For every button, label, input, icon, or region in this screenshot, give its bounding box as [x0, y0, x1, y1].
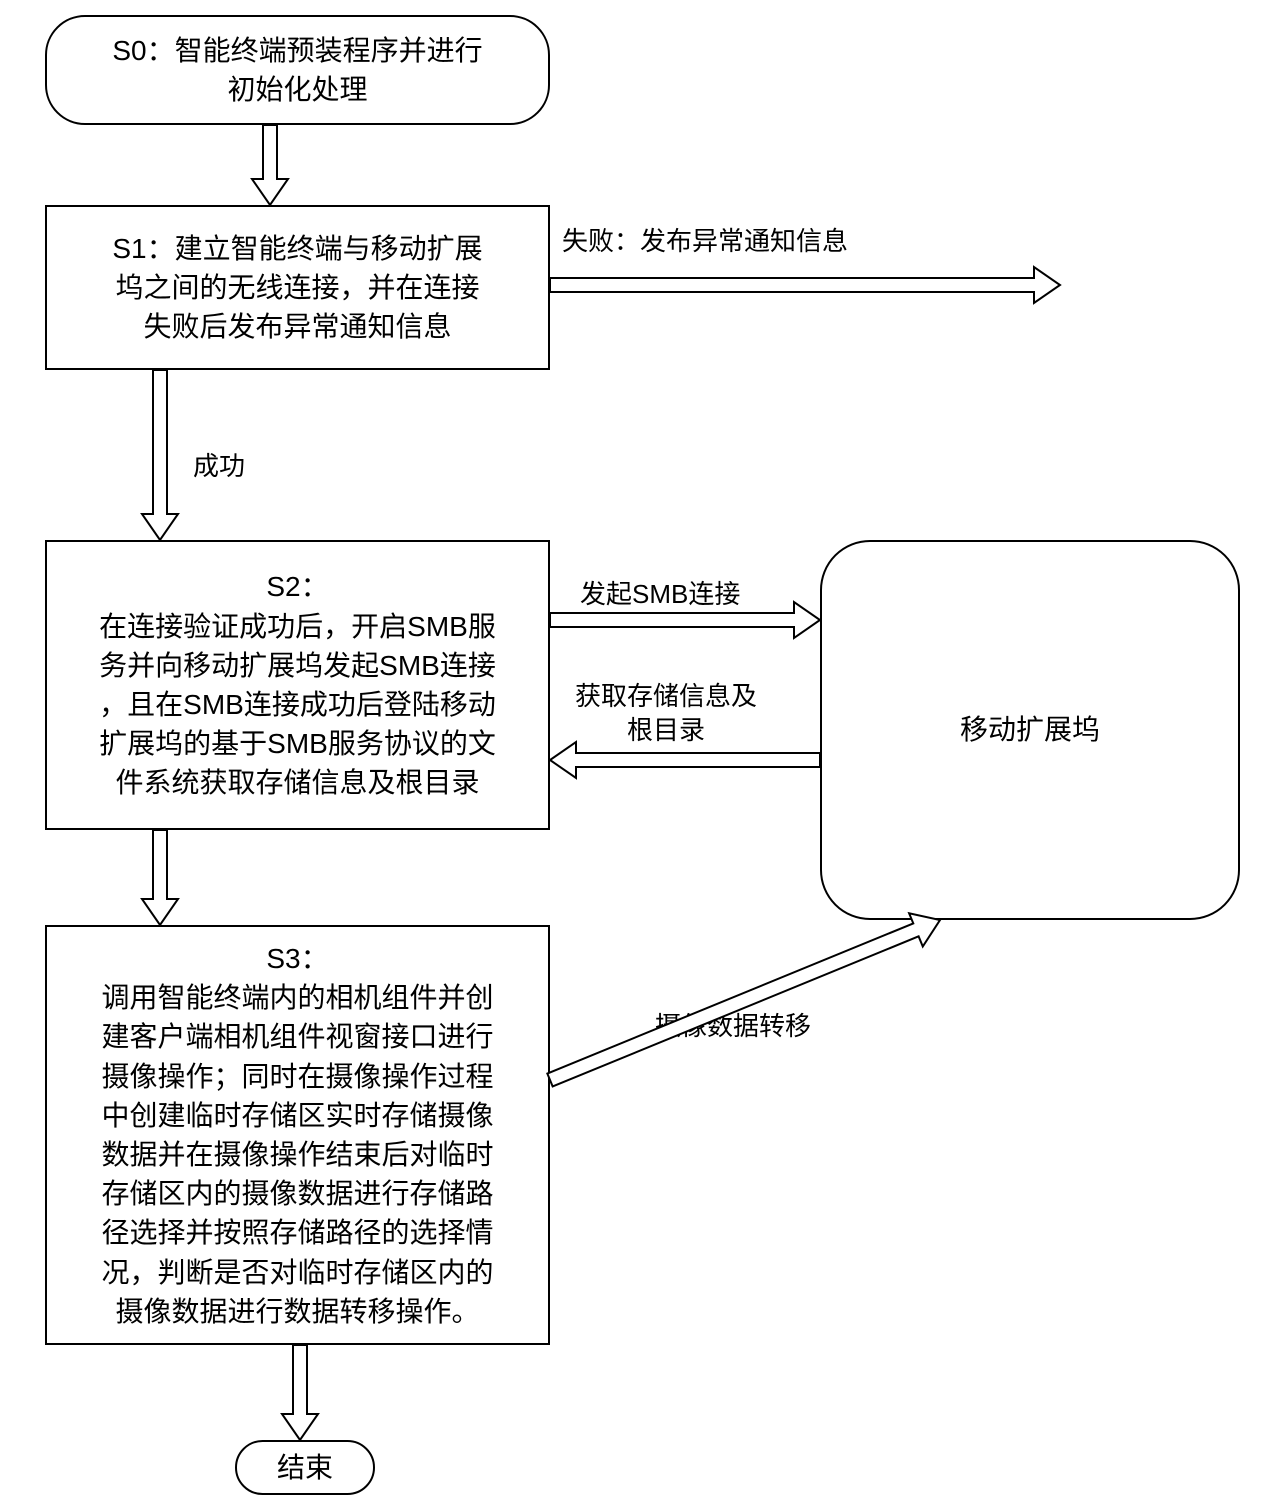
- node-s3: S3：调用智能终端内的相机组件并创建客户端相机组件视窗接口进行摄像操作；同时在摄…: [45, 925, 550, 1345]
- label-get-root: 获取存储信息及根目录: [575, 680, 757, 748]
- node-s1: S1：建立智能终端与移动扩展坞之间的无线连接，并在连接失败后发布异常通知信息: [45, 205, 550, 370]
- node-s2: S2：在连接验证成功后，开启SMB服务并向移动扩展坞发起SMB连接，且在SMB连…: [45, 540, 550, 830]
- label-success: 成功: [193, 450, 245, 484]
- label-cam-xfer: 摄像数据转移: [655, 1010, 811, 1044]
- label-smb-conn: 发起SMB连接: [580, 578, 740, 612]
- label-fail: 失败：发布异常通知信息: [562, 225, 848, 259]
- node-dock: 移动扩展坞: [820, 540, 1240, 920]
- node-s0: S0：智能终端预装程序并进行初始化处理: [45, 15, 550, 125]
- node-end: 结束: [235, 1440, 375, 1495]
